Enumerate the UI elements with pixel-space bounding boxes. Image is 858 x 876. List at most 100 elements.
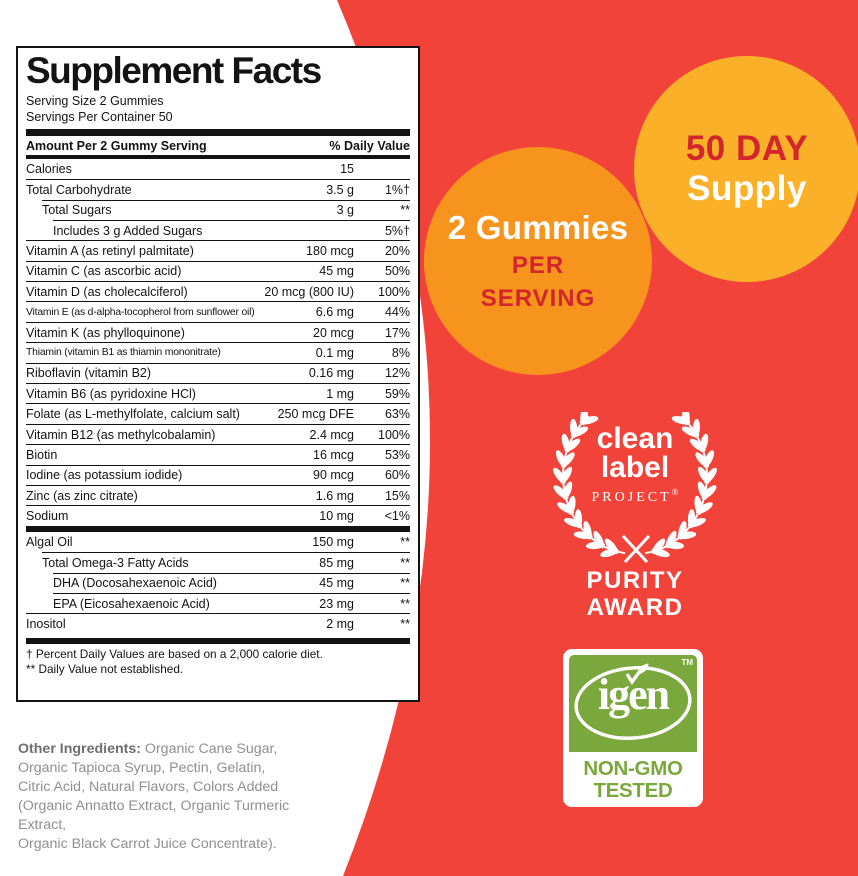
- nutrient-daily-value: 60%: [384, 468, 410, 483]
- nutrient-daily-value: **: [400, 576, 410, 591]
- footnote-daily-value: † Percent Daily Values are based on a 2,…: [26, 646, 323, 661]
- clean-label-project-badge: clean label PROJECT® PURITY AWARD: [537, 406, 733, 622]
- nutrient-amount: 3 g: [336, 203, 354, 218]
- table-row: DHA (Docosahexaenoic Acid) 45 mg **: [53, 572, 410, 593]
- footnotes: † Percent Daily Values are based on a 2,…: [26, 644, 410, 678]
- nutrient-daily-value: 12%: [384, 366, 410, 381]
- nutrient-amount: 90 mcg: [313, 468, 354, 483]
- nutrient-daily-value: <1%: [384, 509, 410, 524]
- other-ingredients-block: Other Ingredients: Organic Cane Sugar, O…: [18, 740, 328, 854]
- thick-divider: [26, 637, 410, 644]
- igen-non-gmo-badge: igen TM NON-GMO TESTED: [563, 649, 703, 807]
- thick-divider: [26, 128, 410, 136]
- amount-column-header: Amount Per 2 Gummy Serving: [26, 138, 207, 153]
- trademark-mark: TM: [681, 658, 693, 667]
- table-row: Total Sugars 3 g **: [42, 199, 410, 220]
- table-row: Calories 15: [26, 159, 410, 179]
- nutrient-amount: 2 mg: [326, 617, 354, 632]
- nutrient-name: Iodine (as potassium iodide): [26, 468, 183, 483]
- purity-text: PURITY: [586, 567, 684, 594]
- igen-logo-area: igen TM: [569, 655, 697, 752]
- nutrient-daily-value: **: [400, 596, 410, 611]
- nutrient-name: Inositol: [26, 617, 66, 632]
- nutrient-amount: 150 mg: [312, 534, 354, 549]
- nutrient-daily-value: 15%: [384, 488, 410, 503]
- non-gmo-text: NON-GMO: [583, 757, 683, 780]
- clean-label-project-text: PROJECT: [591, 489, 672, 505]
- nutrient-amount: 0.1 mg: [315, 345, 354, 360]
- nutrient-amount: 250 mcg DFE: [277, 407, 354, 422]
- nutrient-amount: 1.6 mg: [315, 488, 354, 503]
- table-row: Folate (as L-methylfolate, calcium salt)…: [26, 403, 410, 423]
- nutrient-name: Total Sugars: [42, 203, 112, 218]
- tested-text: TESTED: [593, 778, 673, 802]
- non-gmo-tested-strip: NON-GMO TESTED: [569, 755, 697, 801]
- table-row: Sodium 10 mg <1%: [26, 505, 410, 525]
- serving-count-text: 2 Gummies: [447, 208, 629, 246]
- nutrient-daily-value: 59%: [384, 386, 410, 401]
- nutrient-amount: 0.16 mg: [308, 366, 354, 381]
- table-row: Vitamin E (as d-alpha-tocopherol from su…: [26, 301, 410, 321]
- nutrient-name: Thiamin (vitamin B1 as thiamin mononitra…: [26, 347, 221, 359]
- nutrient-name: Biotin: [26, 447, 58, 462]
- table-header-row: Amount Per 2 Gummy Serving % Daily Value: [26, 136, 410, 155]
- nutrient-name: Vitamin B6 (as pyridoxine HCl): [26, 386, 196, 401]
- table-row: Zinc (as zinc citrate) 1.6 mg 15%: [26, 484, 410, 505]
- nutrient-name: DHA (Docosahexaenoic Acid): [53, 576, 217, 591]
- nutrient-name: Includes 3 g Added Sugars: [53, 223, 203, 238]
- table-row: Total Carbohydrate 3.5 g 1%†: [26, 179, 410, 199]
- nutrient-daily-value: 53%: [384, 447, 410, 462]
- table-row: Vitamin K (as phylloquinone) 20 mcg 17%: [26, 321, 410, 342]
- nutrient-name: Algal Oil: [26, 534, 73, 549]
- nutrient-amount: 15: [340, 161, 354, 176]
- nutrient-name: Total Carbohydrate: [26, 182, 132, 197]
- nutrient-daily-value: 1%†: [384, 182, 410, 197]
- nutrient-name: Vitamin A (as retinyl palmitate): [26, 243, 194, 258]
- nutrient-amount: 85 mg: [319, 555, 354, 570]
- nutrient-amount: 3.5 g: [326, 182, 354, 197]
- nutrient-amount: 1 mg: [326, 386, 354, 401]
- nutrient-amount: 23 mg: [319, 596, 354, 611]
- table-row: Iodine (as potassium iodide) 90 mcg 60%: [26, 464, 410, 485]
- supply-word-text: Supply: [687, 168, 807, 208]
- table-row: Includes 3 g Added Sugars 5%†: [53, 219, 410, 240]
- nutrient-daily-value: **: [400, 617, 410, 632]
- nutrient-name: Folate (as L-methylfolate, calcium salt): [26, 407, 240, 422]
- table-row: Biotin 16 mcg 53%: [26, 444, 410, 464]
- nutrient-amount: 20 mcg: [313, 325, 354, 340]
- nutrient-amount: 2.4 mcg: [309, 427, 354, 442]
- nutrient-daily-value: 44%: [384, 305, 410, 320]
- table-row: Algal Oil 150 mg **: [26, 532, 410, 552]
- table-row: Total Omega-3 Fatty Acids 85 mg **: [42, 552, 410, 572]
- table-row: Thiamin (vitamin B1 as thiamin mononitra…: [26, 342, 410, 362]
- nutrient-name: Calories: [26, 161, 72, 176]
- nutrient-amount: 16 mcg: [313, 447, 354, 462]
- nutrient-name: Total Omega-3 Fatty Acids: [42, 555, 189, 570]
- leaf-check-icon: [625, 663, 649, 686]
- table-row: Vitamin B12 (as methylcobalamin) 2.4 mcg 1…: [26, 423, 410, 444]
- supply-days-text: 50 DAY: [685, 128, 809, 168]
- clean-label-word1: clean: [596, 422, 674, 455]
- nutrient-name: Vitamin E (as d-alpha-tocopherol from su…: [26, 306, 255, 318]
- other-ingredients-line3: Citric Acid, Natural Flavors, Colors Add…: [18, 779, 279, 796]
- supplement-facts-title: Supplement Facts: [26, 50, 322, 91]
- nutrient-name: Vitamin D (as cholecalciferol): [26, 284, 188, 299]
- nutrient-daily-value: 17%: [384, 325, 410, 340]
- table-row: Vitamin C (as ascorbic acid) 45 mg 50%: [26, 260, 410, 281]
- nutrient-daily-value: 5%†: [384, 223, 410, 238]
- other-ingredients-line5: Organic Black Carrot Juice Concentrate).: [18, 836, 277, 853]
- thin-divider: [26, 154, 410, 159]
- supplement-facts-panel: Supplement Facts Serving Size 2 Gummies …: [16, 46, 420, 702]
- nutrient-amount: 6.6 mg: [315, 305, 354, 320]
- award-text: AWARD: [586, 593, 684, 621]
- nutrient-daily-value: **: [400, 534, 410, 549]
- nutrient-daily-value: 20%: [384, 243, 410, 258]
- nutrient-amount: 180 mcg: [306, 243, 354, 258]
- other-ingredients-line4: (Organic Annatto Extract, Organic Turmer…: [18, 798, 290, 834]
- table-row: Riboflavin (vitamin B2) 0.16 mg 12%: [26, 362, 410, 383]
- nutrient-daily-value: 100%: [378, 427, 410, 442]
- clean-label-word2: label: [600, 451, 670, 485]
- other-ingredients-label: Other Ingredients:: [18, 741, 141, 757]
- serving-word-text: SERVING: [480, 285, 596, 313]
- nutrient-daily-value: 8%: [391, 345, 410, 360]
